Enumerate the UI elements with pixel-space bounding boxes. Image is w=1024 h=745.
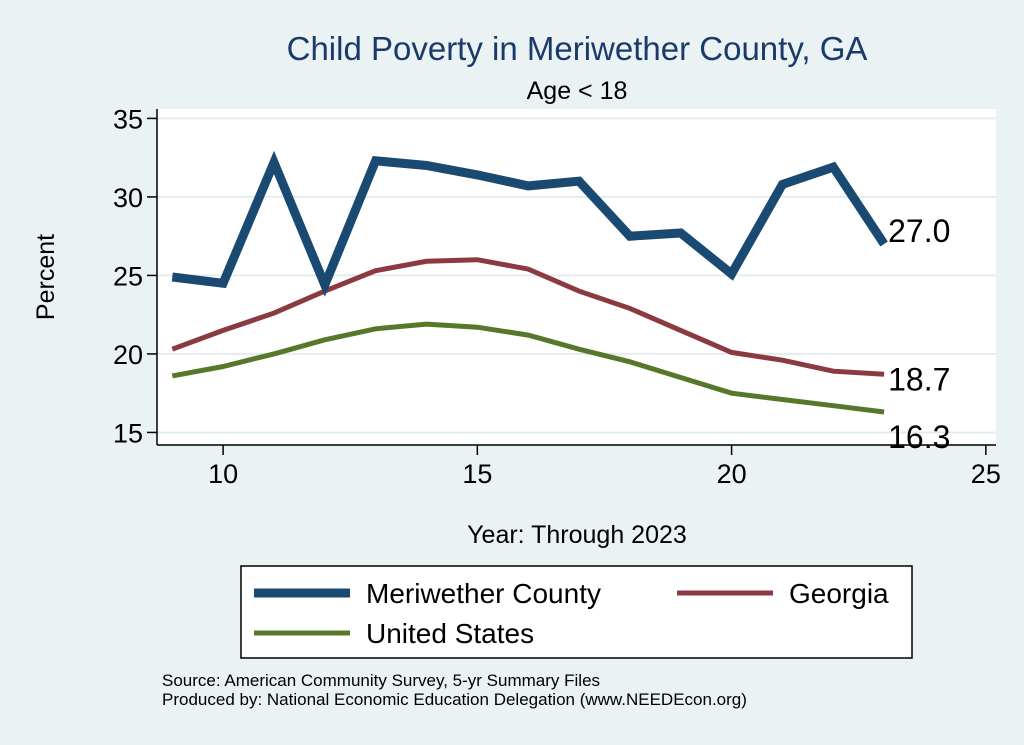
chart-subtitle: Age < 18 xyxy=(527,77,628,105)
source-note: Source: American Community Survey, 5-yr … xyxy=(162,671,601,690)
produced-by-note: Produced by: National Economic Education… xyxy=(162,690,747,709)
end-label-georgia: 18.7 xyxy=(888,361,950,397)
x-tick-label: 15 xyxy=(462,459,492,489)
y-tick-label: 15 xyxy=(113,418,143,448)
y-axis-label: Percent xyxy=(32,234,60,320)
x-tick-label: 20 xyxy=(717,459,747,489)
legend-box xyxy=(240,565,913,659)
x-axis-label: Year: Through 2023 xyxy=(467,521,687,549)
legend-label-meriwether-county: Meriwether County xyxy=(366,578,601,609)
x-tick-label: 10 xyxy=(208,459,238,489)
plot-area xyxy=(157,109,996,445)
legend-label-united-states: United States xyxy=(366,618,534,649)
end-label-meriwether-county: 27.0 xyxy=(888,213,950,249)
legend-label-georgia: Georgia xyxy=(789,578,889,609)
chart-title: Child Poverty in Meriwether County, GA xyxy=(287,30,868,67)
y-tick-label: 35 xyxy=(113,104,143,134)
y-tick-label: 25 xyxy=(113,261,143,291)
y-tick-label: 30 xyxy=(113,183,143,213)
x-tick-label: 25 xyxy=(971,459,1001,489)
end-label-united-states: 16.3 xyxy=(888,419,950,455)
y-tick-label: 20 xyxy=(113,340,143,370)
